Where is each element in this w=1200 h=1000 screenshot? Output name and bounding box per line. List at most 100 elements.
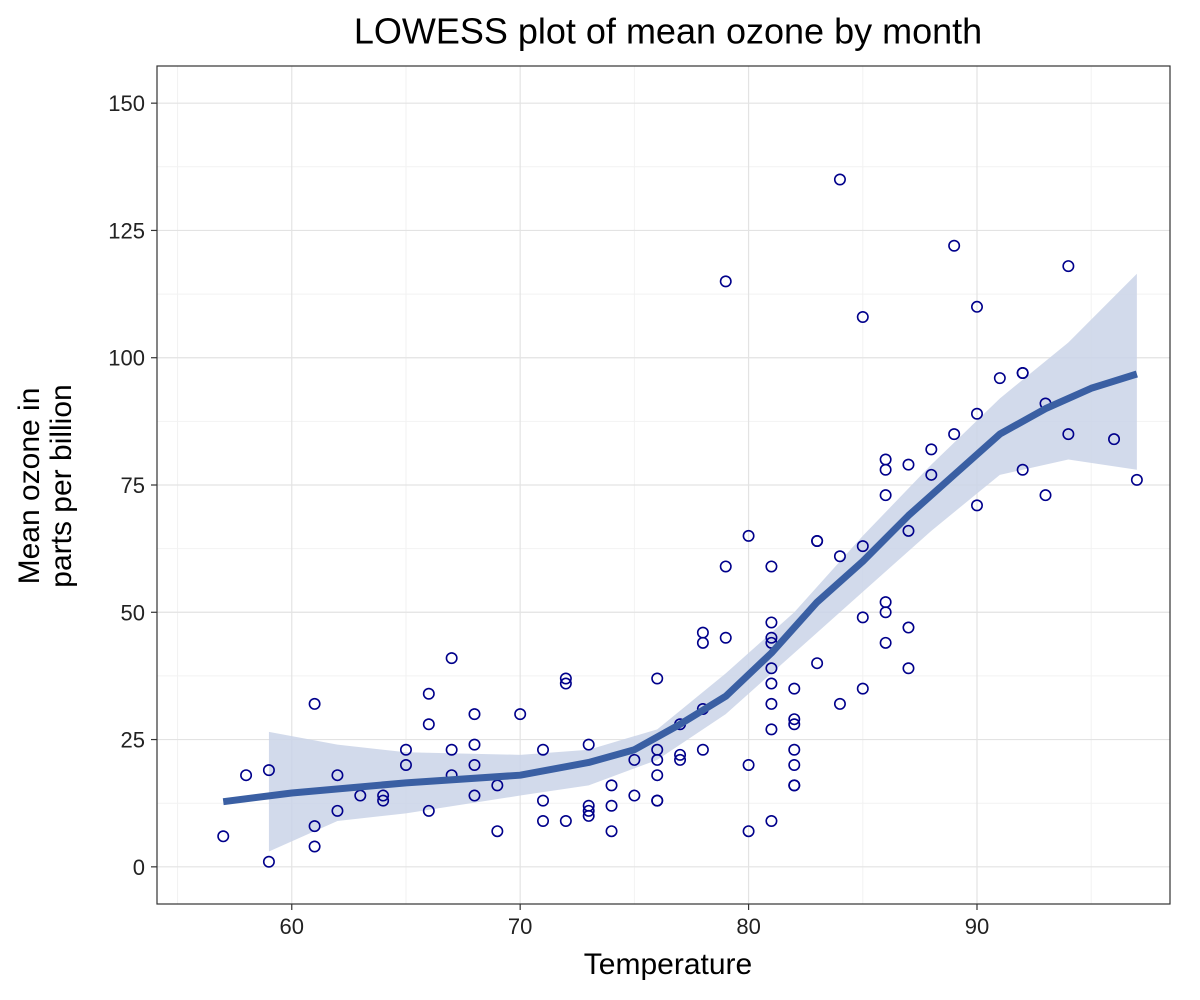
- point: [970, 499, 983, 512]
- point: [262, 855, 275, 868]
- point: [788, 779, 801, 792]
- point: [537, 743, 550, 756]
- point: [765, 677, 778, 690]
- x-axis-title: Temperature: [584, 948, 752, 981]
- point: [833, 550, 846, 563]
- y-axis-title-line: Mean ozone in: [13, 388, 46, 585]
- point: [833, 173, 846, 186]
- y-axis-title: Mean ozone in parts per billion: [13, 384, 78, 587]
- point: [1062, 428, 1075, 441]
- point: [788, 743, 801, 756]
- point: [331, 769, 344, 782]
- point: [925, 468, 938, 481]
- point: [537, 794, 550, 807]
- point: [399, 743, 412, 756]
- point: [559, 672, 572, 685]
- point: [262, 764, 275, 777]
- point: [719, 275, 732, 288]
- point: [1062, 260, 1075, 273]
- point: [491, 825, 504, 838]
- point: [811, 535, 824, 548]
- point: [651, 753, 664, 766]
- point: [422, 718, 435, 731]
- x-tick-label: 90: [965, 914, 989, 939]
- point: [719, 631, 732, 644]
- point: [742, 759, 755, 772]
- plot-border: [156, 65, 1171, 905]
- y-tick-label: 150: [108, 91, 145, 116]
- point: [788, 718, 801, 731]
- point: [902, 458, 915, 471]
- point: [696, 636, 709, 649]
- point: [993, 372, 1006, 385]
- y-tick-label: 50: [121, 600, 145, 625]
- point: [970, 407, 983, 420]
- point: [445, 652, 458, 665]
- point: [879, 489, 892, 502]
- point: [308, 820, 321, 833]
- point: [970, 300, 983, 313]
- point: [468, 789, 481, 802]
- point: [468, 708, 481, 721]
- x-tick-label: 70: [508, 914, 532, 939]
- point: [651, 794, 664, 807]
- lowess-line: [222, 370, 1138, 806]
- x-tick-label: 60: [280, 914, 304, 939]
- y-tick-label: 100: [108, 346, 145, 371]
- point: [948, 428, 961, 441]
- point: [788, 713, 801, 726]
- point: [217, 830, 230, 843]
- point: [765, 560, 778, 573]
- point: [377, 794, 390, 807]
- point: [308, 697, 321, 710]
- point: [765, 723, 778, 736]
- point: [514, 708, 527, 721]
- point: [696, 743, 709, 756]
- point: [651, 769, 664, 782]
- point: [605, 799, 618, 812]
- point: [422, 687, 435, 700]
- point: [765, 616, 778, 629]
- point: [902, 621, 915, 634]
- point: [308, 840, 321, 853]
- point: [628, 753, 641, 766]
- point: [605, 825, 618, 838]
- point: [468, 759, 481, 772]
- y-tick-label: 0: [133, 855, 145, 880]
- point: [788, 759, 801, 772]
- point: [331, 804, 344, 817]
- point: [582, 809, 595, 822]
- point: [788, 682, 801, 695]
- point: [833, 697, 846, 710]
- point: [765, 815, 778, 828]
- x-tick-label: 80: [736, 914, 760, 939]
- point: [1130, 473, 1143, 486]
- point: [765, 662, 778, 675]
- point: [559, 677, 572, 690]
- point: [468, 738, 481, 751]
- point: [856, 611, 869, 624]
- point: [1039, 489, 1052, 502]
- point: [628, 789, 641, 802]
- point: [582, 738, 595, 751]
- point: [605, 779, 618, 792]
- point: [1108, 433, 1121, 446]
- point: [856, 682, 869, 695]
- point: [651, 672, 664, 685]
- y-tick-label: 75: [121, 473, 145, 498]
- point: [559, 815, 572, 828]
- point: [240, 769, 253, 782]
- point: [856, 540, 869, 553]
- point: [582, 804, 595, 817]
- point: [811, 657, 824, 670]
- point: [445, 743, 458, 756]
- chart-title: LOWESS plot of mean ozone by month: [354, 11, 982, 52]
- point: [422, 804, 435, 817]
- point: [674, 748, 687, 761]
- y-tick-label: 25: [121, 728, 145, 753]
- point: [902, 524, 915, 537]
- point: [377, 789, 390, 802]
- point: [742, 825, 755, 838]
